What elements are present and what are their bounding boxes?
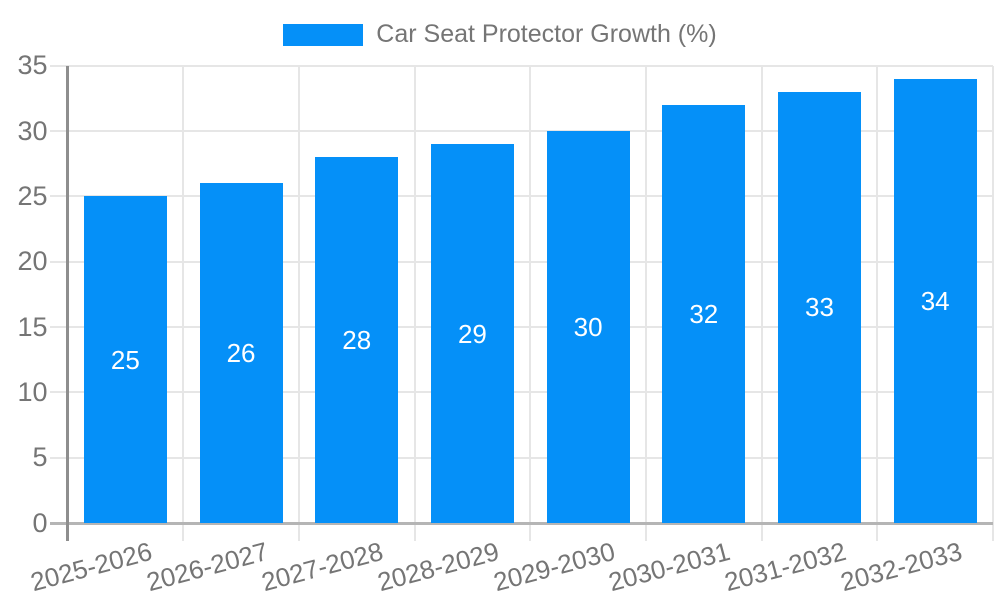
horizontal-gridline bbox=[49, 130, 993, 133]
vertical-gridline bbox=[992, 65, 994, 541]
x-axis-tick-label: 2028-2029 bbox=[374, 536, 503, 598]
y-axis-tick-label: 5 bbox=[32, 442, 48, 473]
bar bbox=[315, 157, 399, 523]
chart-legend[interactable]: Car Seat Protector Growth (%) bbox=[0, 20, 1000, 49]
y-axis-tick-label: 0 bbox=[32, 507, 48, 538]
vertical-gridline bbox=[760, 65, 763, 541]
bar bbox=[662, 104, 746, 523]
y-axis-tick-label: 20 bbox=[17, 246, 48, 277]
x-axis-tick-label: 2026-2027 bbox=[142, 536, 271, 598]
bar-value-label: 26 bbox=[226, 338, 256, 369]
x-axis-tick-label: 2031-2032 bbox=[721, 536, 850, 598]
y-axis-tick-label: 35 bbox=[17, 50, 48, 81]
y-axis-line bbox=[66, 65, 69, 541]
legend-swatch-icon bbox=[283, 23, 364, 46]
horizontal-gridline bbox=[49, 456, 993, 459]
vertical-gridline bbox=[297, 65, 300, 541]
horizontal-gridline bbox=[49, 260, 993, 263]
vertical-gridline bbox=[529, 65, 532, 541]
y-axis-tick-label: 10 bbox=[17, 376, 48, 407]
vertical-gridline bbox=[876, 65, 879, 541]
x-axis-tick-label: 2032-2033 bbox=[837, 536, 965, 598]
x-axis-tick-label: 2025-2026 bbox=[27, 536, 156, 598]
vertical-gridline bbox=[182, 65, 185, 541]
bar bbox=[546, 131, 630, 523]
x-axis-tick-label: 2030-2031 bbox=[605, 536, 734, 598]
bar bbox=[199, 183, 283, 523]
y-axis-tick-label: 15 bbox=[17, 311, 48, 342]
x-axis-tick-label: 2027-2028 bbox=[258, 536, 387, 598]
vertical-gridline bbox=[644, 65, 647, 541]
bar-value-label: 32 bbox=[689, 298, 719, 329]
horizontal-gridline bbox=[49, 326, 993, 328]
bar-value-label: 28 bbox=[342, 325, 372, 356]
bar-value-label: 29 bbox=[457, 318, 487, 349]
vertical-gridline bbox=[413, 65, 416, 541]
y-axis-tick-label: 30 bbox=[17, 115, 48, 146]
bar-value-label: 25 bbox=[110, 344, 140, 375]
horizontal-gridline bbox=[49, 64, 993, 67]
legend-label: Car Seat Protector Growth (%) bbox=[376, 20, 717, 48]
bar-value-label: 30 bbox=[573, 312, 603, 342]
bar bbox=[430, 144, 514, 523]
x-axis-baseline bbox=[49, 521, 993, 525]
bar-value-label: 34 bbox=[920, 285, 950, 316]
horizontal-gridline bbox=[49, 391, 993, 394]
x-axis-tick-label: 2029-2030 bbox=[489, 536, 618, 598]
horizontal-gridline bbox=[49, 195, 993, 198]
bar bbox=[777, 91, 861, 523]
bar bbox=[893, 78, 977, 523]
bar-value-label: 33 bbox=[805, 292, 834, 323]
bar bbox=[83, 196, 167, 523]
y-axis-tick-label: 25 bbox=[17, 180, 48, 211]
